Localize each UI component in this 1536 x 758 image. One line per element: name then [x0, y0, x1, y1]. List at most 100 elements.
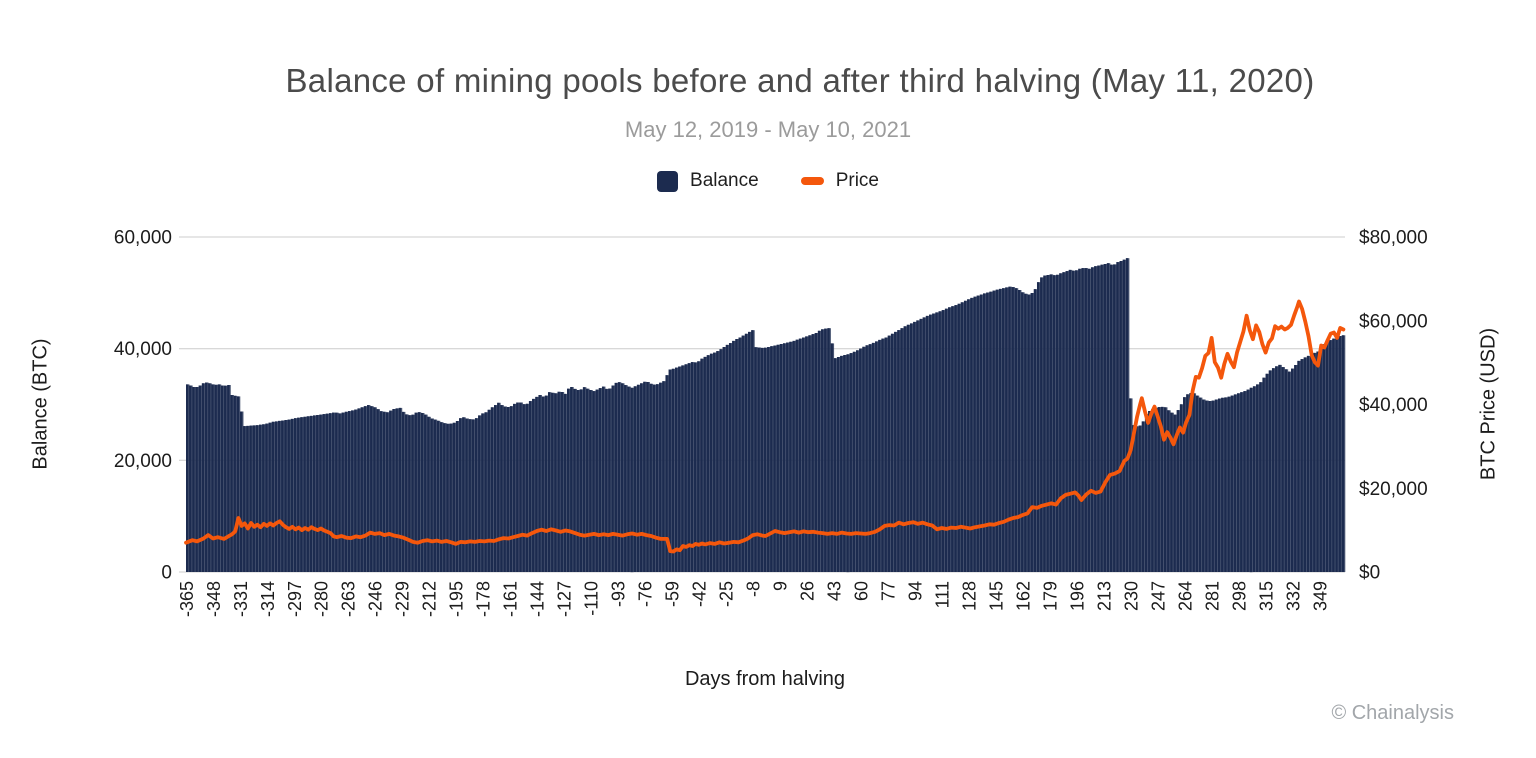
balance-bar [201, 383, 205, 572]
balance-bar [824, 328, 827, 572]
balance-bar [1208, 401, 1211, 572]
balance-bar [798, 338, 802, 572]
balance-bar [589, 390, 592, 572]
balance-bar [973, 296, 976, 572]
balance-bar [1113, 264, 1116, 572]
balance-swatch-icon [657, 170, 679, 192]
balance-bar [1090, 267, 1094, 572]
balance-bar [852, 351, 856, 572]
x-tick-label: -263 [339, 581, 359, 617]
balance-bar [786, 342, 789, 572]
balance-bar [490, 407, 494, 572]
balance-bar [268, 422, 271, 572]
y-left-tick-label: 60,000 [114, 228, 172, 249]
balance-bar [519, 402, 522, 572]
balance-bar [954, 305, 957, 572]
balance-bar [722, 347, 725, 572]
balance-bar [1002, 288, 1005, 572]
balance-bar [211, 384, 214, 572]
x-tick-label: 281 [1202, 581, 1222, 611]
balance-bar [684, 364, 687, 572]
balance-bar [795, 339, 798, 572]
balance-bar [767, 347, 770, 572]
balance-bar [1325, 342, 1329, 572]
balance-bar [662, 381, 665, 572]
balance-bar [1237, 393, 1240, 572]
balance-bar [1056, 274, 1059, 572]
balance-bar [525, 403, 529, 572]
balance-bar [430, 418, 433, 572]
balance-bar [865, 345, 868, 572]
balance-bar [227, 385, 230, 572]
balance-bar [338, 413, 341, 572]
balance-bar [983, 293, 986, 572]
y-right-tick-label: $60,000 [1359, 311, 1428, 332]
balance-bar [919, 318, 922, 572]
balance-bar [287, 419, 290, 572]
balance-bar [293, 418, 297, 572]
watermark: © Chainalysis [1331, 702, 1454, 724]
x-tick-label: -161 [501, 581, 521, 617]
balance-bar [1030, 293, 1033, 572]
balance-bar [474, 418, 478, 572]
balance-bar [979, 294, 983, 572]
x-tick-label: -59 [663, 581, 683, 607]
balance-bar [297, 417, 300, 572]
balance-bar [960, 302, 964, 572]
balance-bar [668, 369, 671, 572]
balance-bar [332, 412, 335, 572]
balance-bar [1322, 344, 1326, 572]
x-tick-label: 77 [879, 581, 899, 601]
balance-bar [782, 343, 786, 572]
balance-bar [1036, 282, 1040, 572]
balance-bar [709, 353, 713, 572]
balance-bar [443, 423, 446, 572]
balance-bar [957, 303, 960, 572]
balance-bar [630, 387, 633, 573]
balance-bar [732, 340, 735, 572]
balance-bar [373, 407, 376, 572]
balance-bar [1078, 268, 1081, 572]
balance-bar [1221, 397, 1224, 572]
x-tick-label: -280 [312, 581, 332, 617]
balance-bar [341, 412, 344, 572]
balance-bar [970, 297, 973, 572]
balance-bar [1065, 271, 1068, 572]
balance-bar [1027, 294, 1030, 572]
balance-bar [1281, 367, 1284, 572]
balance-bar [643, 381, 646, 572]
balance-bar [1049, 274, 1052, 572]
balance-bar [1294, 365, 1297, 572]
balance-bar [259, 424, 262, 572]
balance-bar [462, 417, 465, 572]
y-right-tick-label: $80,000 [1359, 228, 1428, 249]
balance-bar [773, 345, 776, 572]
x-tick-label: -8 [744, 581, 764, 597]
balance-bar [497, 402, 500, 572]
balance-bar [659, 382, 662, 572]
balance-bar [554, 393, 557, 572]
x-tick-label: 26 [798, 581, 818, 601]
balance-bar [481, 413, 484, 572]
balance-bar [395, 408, 398, 572]
balance-bar [640, 383, 643, 572]
balance-bar [379, 411, 382, 572]
balance-bar [805, 336, 808, 572]
balance-bar [290, 418, 294, 572]
balance-bar [808, 335, 811, 572]
balance-bar [1157, 407, 1160, 572]
balance-bar [274, 421, 278, 572]
balance-bar [532, 398, 535, 572]
x-tick-label: -314 [258, 581, 278, 617]
balance-bar [1071, 270, 1075, 572]
balance-bar [1275, 366, 1278, 572]
balance-bar [522, 404, 525, 572]
balance-bar [859, 348, 862, 572]
balance-bar [963, 300, 967, 572]
balance-bar [576, 390, 579, 572]
legend-item-balance: Balance [657, 170, 759, 192]
balance-bar [509, 406, 513, 572]
balance-bar [871, 342, 875, 572]
balance-bar [1192, 393, 1195, 572]
balance-bar [386, 412, 389, 572]
